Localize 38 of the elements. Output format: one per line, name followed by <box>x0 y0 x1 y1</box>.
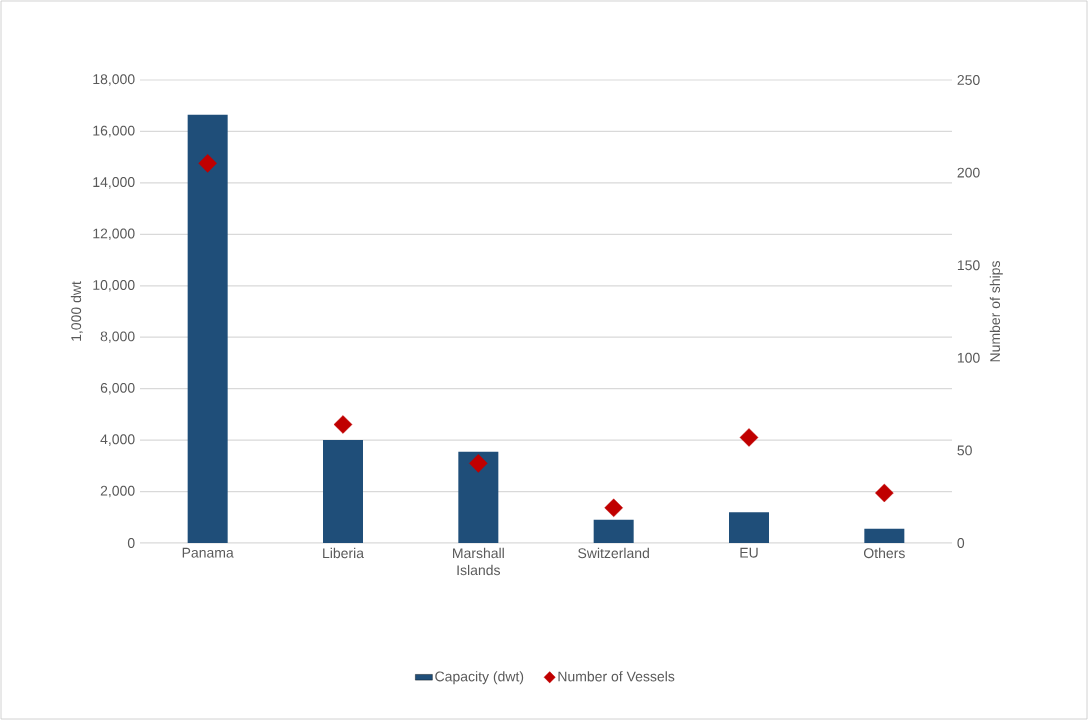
legend-label: Number of Vessels <box>558 671 675 682</box>
bar <box>323 440 363 543</box>
point <box>739 428 759 447</box>
y-tick-label: 2,000 <box>100 485 135 498</box>
y2-tick-label: 100 <box>957 352 980 363</box>
point <box>875 483 894 503</box>
y-tick-label: 18,000 <box>93 74 135 86</box>
point <box>333 415 353 434</box>
y-tick-label: 14,000 <box>93 177 135 189</box>
y-tick-label: 6,000 <box>100 382 135 395</box>
point <box>198 154 217 173</box>
y2-tick-label: 0 <box>957 538 965 548</box>
legend-label: Capacity (dwt) <box>435 671 524 685</box>
bar <box>593 519 634 543</box>
y-tick-label: 8,000 <box>100 331 135 344</box>
bar <box>458 451 499 543</box>
x-tick-label: Switzerland <box>578 547 649 559</box>
y2-axis-title: Number of ships <box>989 261 1003 362</box>
y-tick-label: 0 <box>127 538 135 548</box>
x-tick-label: Panama <box>182 547 234 558</box>
x-tick-label: EU <box>740 547 758 558</box>
bar <box>729 512 769 543</box>
y-tick-label: 12,000 <box>93 228 135 241</box>
y2-tick-label: 150 <box>957 260 980 271</box>
y-axis-title: 1,000 dwt <box>70 281 83 341</box>
y-tick-label: 4,000 <box>100 434 135 446</box>
y2-tick-label: 200 <box>957 167 980 178</box>
point <box>469 454 488 473</box>
bar <box>864 528 905 543</box>
y2-tick-label: 50 <box>957 445 972 456</box>
y-tick-label: 16,000 <box>93 125 135 138</box>
x-tick-label: Marshall Islands <box>453 547 504 576</box>
x-tick-label: Others <box>863 547 905 559</box>
y-tick-label: 10,000 <box>93 279 135 292</box>
y2-tick-label: 250 <box>957 75 980 85</box>
point <box>604 498 623 518</box>
x-tick-label: Liberia <box>323 547 364 559</box>
bar <box>187 114 228 543</box>
